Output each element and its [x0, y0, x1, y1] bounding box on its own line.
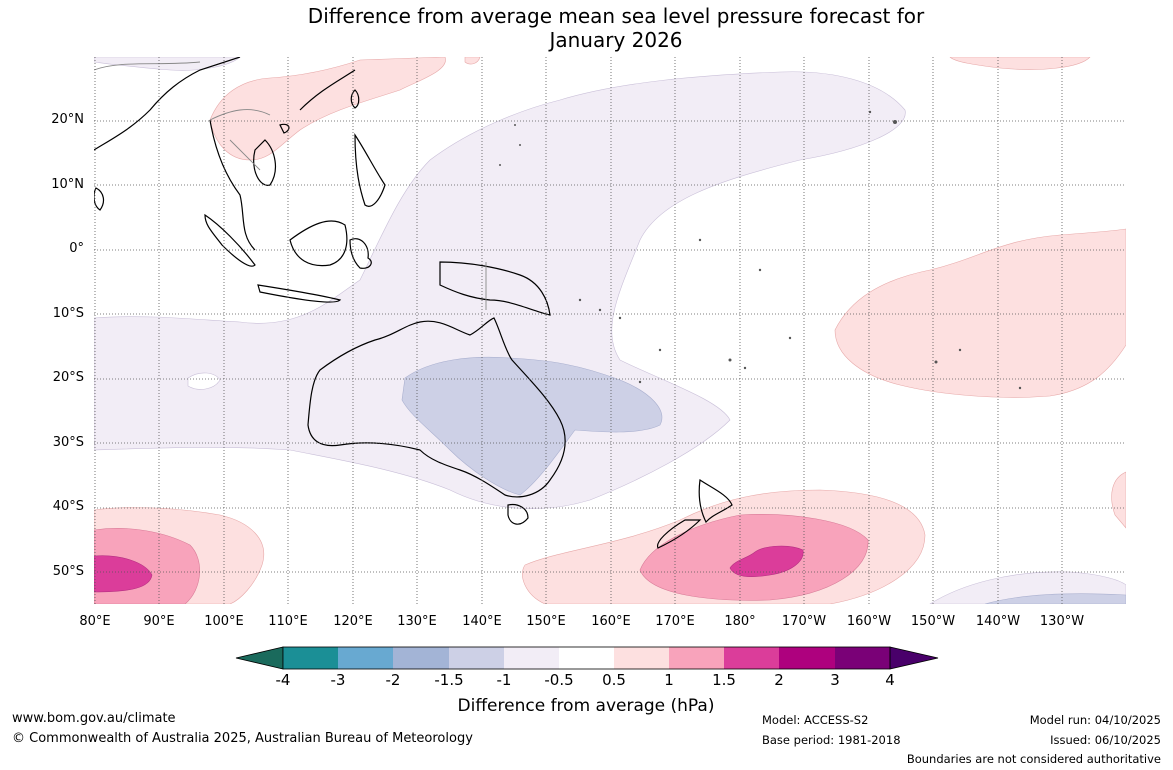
colorbar-swatch — [449, 647, 504, 669]
lon-label: 110°E — [268, 614, 308, 629]
coastlines — [94, 57, 733, 549]
colorbar-swatch — [504, 647, 559, 669]
anomaly-region-positive-east-pacific — [834, 228, 1126, 398]
pressure-anomaly-map — [94, 57, 1126, 604]
tasmania-outline — [507, 503, 529, 525]
lat-label: 20°S — [52, 370, 84, 385]
colorbar-tick: 0.5 — [602, 671, 626, 689]
colorbar-tick: 1.5 — [712, 671, 736, 689]
boundary-disclaimer: Boundaries are not considered authoritat… — [906, 752, 1161, 766]
base-period: Base period: 1981-2018 — [762, 733, 901, 747]
anomaly-hole — [187, 372, 221, 390]
lon-label: 130°E — [397, 614, 437, 629]
lat-label: 30°S — [52, 435, 84, 450]
lon-label: 180° — [724, 614, 756, 629]
map-title: Difference from average mean sea level p… — [0, 4, 1173, 52]
colorbar-frame — [282, 646, 891, 670]
colorbar-swatch — [393, 647, 449, 669]
colorbar-extend-min — [235, 646, 284, 670]
java-outline — [257, 284, 342, 303]
map-title-line1: Difference from average mean sea level p… — [307, 4, 925, 28]
anomaly-region-negative-south — [984, 593, 1126, 604]
lon-label: 130°W — [1039, 614, 1085, 629]
colorbar-tick: 3 — [830, 671, 840, 689]
lat-label: 10°S — [52, 306, 84, 321]
anomaly-region-strong-positive-southwest — [94, 555, 153, 593]
lon-label: 90°E — [143, 614, 175, 629]
colorbar-swatch — [835, 647, 890, 669]
map-title-line2: January 2026 — [549, 28, 683, 52]
lat-label: 0° — [69, 241, 84, 256]
model-name: Model: ACCESS-S2 — [762, 713, 869, 727]
lon-label: 160°E — [591, 614, 631, 629]
colorbar-tick: 4 — [885, 671, 895, 689]
philippines-outline — [354, 133, 386, 207]
lat-label: 10°N — [51, 177, 84, 192]
colorbar-tick: 1 — [664, 671, 674, 689]
colorbar-tick: -3 — [330, 671, 346, 689]
borneo-outline — [289, 220, 348, 267]
colorbar-swatches — [235, 646, 939, 670]
colorbar-swatch — [559, 647, 614, 669]
australia-outline — [307, 317, 566, 498]
colorbar-tick: -4 — [275, 671, 291, 689]
sri-lanka-outline — [94, 187, 105, 211]
lon-label: 160°W — [846, 614, 892, 629]
colorbar-tick: -0.5 — [544, 671, 574, 689]
sumatra-outline — [204, 213, 256, 267]
lon-label: 140°W — [975, 614, 1021, 629]
new-guinea-outline — [439, 261, 551, 316]
colorbar-swatch — [614, 647, 669, 669]
country-borders — [94, 61, 487, 310]
colorbar-tick: -1 — [496, 671, 512, 689]
anomaly-region-positive-north — [464, 57, 1091, 70]
lat-label: 20°N — [51, 112, 84, 127]
colorbar-tick: -1.5 — [434, 671, 464, 689]
colorbar-tick: -2 — [385, 671, 401, 689]
new-zealand-outline — [657, 478, 733, 549]
colorbar-tick: 2 — [774, 671, 784, 689]
lon-label: 140°E — [462, 614, 502, 629]
colorbar-swatch — [669, 647, 724, 669]
colorbar-label: Difference from average (hPa) — [457, 696, 715, 716]
colorbar-swatch — [338, 647, 393, 669]
anomaly-region-positive-far-east — [1111, 471, 1126, 529]
colorbar-swatch — [724, 647, 779, 669]
colorbar-swatch — [779, 647, 835, 669]
lon-label: 170°E — [655, 614, 695, 629]
lon-label: 170°W — [781, 614, 827, 629]
copyright-text: © Commonwealth of Australia 2025, Austra… — [12, 731, 473, 746]
anomaly-region-negative-australia — [401, 356, 663, 496]
graticule — [94, 57, 1126, 604]
asia-outline — [94, 57, 356, 251]
anomaly-region-slight-negative — [94, 71, 906, 510]
lon-label: 150°W — [910, 614, 956, 629]
model-run-date: Model run: 04/10/2025 — [1029, 713, 1161, 727]
issued-date: Issued: 06/10/2025 — [1050, 733, 1161, 747]
lon-label: 150°E — [526, 614, 566, 629]
lat-label: 40°S — [52, 499, 84, 514]
website-link[interactable]: www.bom.gov.au/climate — [12, 711, 176, 726]
pacific-islands — [499, 110, 1022, 390]
colorbar-extend-max — [889, 646, 939, 670]
lon-label: 100°E — [204, 614, 244, 629]
lat-label: 50°S — [52, 564, 84, 579]
sulawesi-outline — [349, 238, 372, 269]
anomaly-region-strong-positive-nz — [729, 545, 804, 578]
lon-label: 120°E — [333, 614, 373, 629]
lon-label: 80°E — [79, 614, 111, 629]
colorbar-swatch — [283, 647, 338, 669]
